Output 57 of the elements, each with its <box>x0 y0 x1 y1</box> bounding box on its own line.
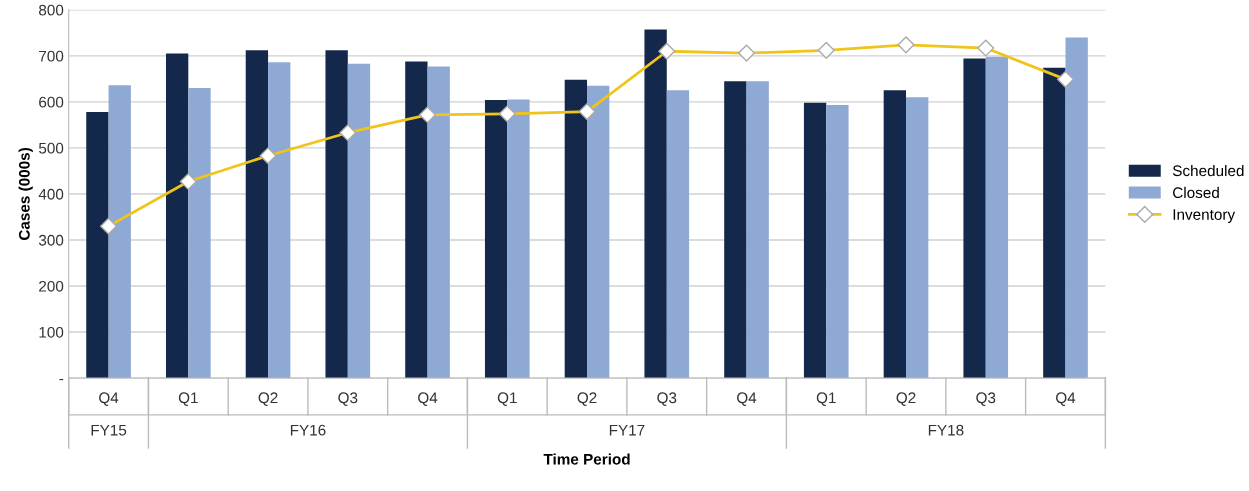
y-axis-title: Cases (000s) <box>18 147 33 241</box>
x-axis-title: Time Period <box>543 453 630 465</box>
bar <box>1065 37 1088 379</box>
x-tick-label: Q2 <box>896 392 916 406</box>
y-tick-label: 200 <box>39 280 64 292</box>
bar <box>746 81 769 379</box>
x-tick-label: Q2 <box>258 392 278 406</box>
y-tick-label: 600 <box>39 96 64 108</box>
x-tick-label: Q1 <box>178 392 198 406</box>
y-tick-label: 400 <box>38 188 64 200</box>
text: FY18 <box>928 424 964 436</box>
x-tick-label: Q1 <box>497 392 517 406</box>
bar <box>484 100 508 379</box>
bar <box>963 58 986 379</box>
x-tick-label: Q4 <box>99 392 119 406</box>
bar <box>268 62 291 379</box>
bar <box>405 61 428 379</box>
bar <box>906 97 929 379</box>
bar <box>1043 67 1066 379</box>
bar <box>507 99 530 379</box>
bar <box>587 85 610 379</box>
legend-label: Inventory <box>1173 209 1236 223</box>
y-tick-label: - <box>59 378 64 381</box>
x-tick-label: Q3 <box>976 392 996 406</box>
y-tick-label: 500 <box>38 142 64 154</box>
bar <box>325 50 348 379</box>
bar <box>86 112 109 379</box>
bar <box>245 50 269 379</box>
bar <box>108 85 131 379</box>
x-tick-label: Q1 <box>816 392 836 406</box>
text: FY17 <box>609 424 645 436</box>
y-tick-label: 800 <box>39 4 64 16</box>
bar <box>985 56 1009 379</box>
bar <box>826 105 849 379</box>
x-tick-label: Q3 <box>338 392 358 406</box>
x-tick-label: Q4 <box>418 392 438 406</box>
y-tick-label: 700 <box>39 50 64 62</box>
bar <box>165 53 189 379</box>
text: FY16 <box>290 424 326 436</box>
bar <box>427 66 450 379</box>
x-tick-label: Q4 <box>1056 392 1076 406</box>
x-tick-label: Q4 <box>737 392 757 406</box>
x-tick-label: Q3 <box>657 392 677 406</box>
bar <box>644 29 667 379</box>
bar <box>564 79 588 379</box>
y-tick-label: 100 <box>39 326 64 338</box>
bar <box>347 63 371 379</box>
legend-label: Scheduled <box>1172 164 1244 177</box>
bar <box>188 88 211 379</box>
bar <box>666 90 690 379</box>
legend-label: Closed <box>1173 186 1219 199</box>
text: FY15 <box>91 424 127 436</box>
bar <box>724 81 747 379</box>
x-tick-label: Q2 <box>577 392 597 406</box>
bar <box>803 102 827 379</box>
bar <box>883 90 907 379</box>
y-tick-label: 300 <box>38 234 64 246</box>
